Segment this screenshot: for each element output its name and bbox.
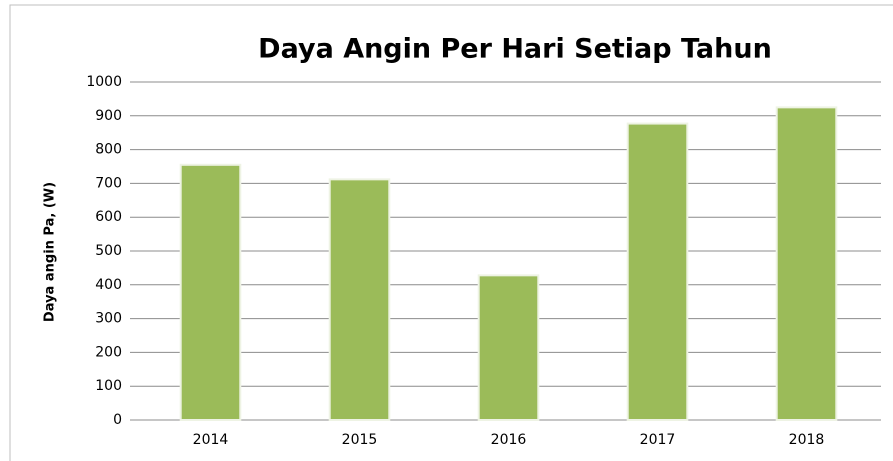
x-tick-label: 2016 bbox=[491, 432, 527, 448]
y-axis-label: Daya angin Pa, (W) bbox=[43, 182, 58, 322]
bar bbox=[626, 122, 689, 421]
x-tick-label: 2018 bbox=[789, 432, 825, 448]
y-tick-label: 300 bbox=[95, 311, 122, 327]
y-tick-label: 900 bbox=[95, 108, 122, 124]
chart-title: Daya Angin Per Hari Setiap Tahun bbox=[258, 34, 772, 65]
x-tick-label: 2015 bbox=[342, 432, 378, 448]
x-tick-label: 2014 bbox=[193, 432, 229, 448]
y-tick-label: 100 bbox=[95, 378, 122, 394]
bar bbox=[328, 178, 391, 421]
y-tick-label: 200 bbox=[95, 344, 122, 360]
y-tick-label: 800 bbox=[95, 142, 122, 158]
bar bbox=[775, 106, 838, 421]
y-tick-label: 0 bbox=[113, 412, 122, 428]
bar bbox=[179, 163, 242, 421]
chart-frame bbox=[9, 4, 893, 461]
y-tick-label: 400 bbox=[95, 277, 122, 293]
y-tick-label: 1000 bbox=[86, 74, 122, 90]
y-tick-label: 700 bbox=[95, 175, 122, 191]
y-tick-label: 600 bbox=[95, 209, 122, 225]
y-tick-label: 500 bbox=[95, 243, 122, 259]
x-tick-label: 2017 bbox=[640, 432, 676, 448]
bar bbox=[477, 274, 540, 421]
